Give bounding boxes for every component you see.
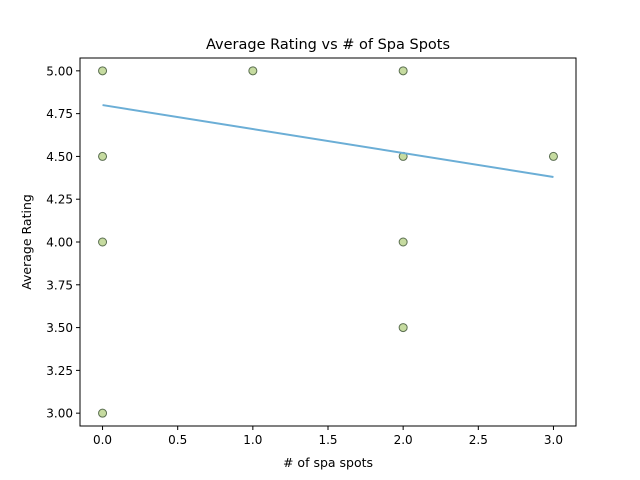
y-tick-label: 3.25 — [46, 364, 73, 378]
data-point — [98, 408, 108, 418]
y-tick-label: 3.00 — [46, 407, 73, 421]
x-tick-label: 0.0 — [93, 433, 112, 447]
data-point — [548, 151, 558, 161]
y-axis-label: Average Rating — [19, 194, 34, 290]
y-tick-label: 4.25 — [46, 193, 73, 207]
data-point — [398, 66, 408, 76]
x-tick-label: 1.5 — [318, 433, 337, 447]
y-tick-label: 3.75 — [46, 278, 73, 292]
x-axis-ticks: 0.0 0.5 1.0 1.5 2.0 2.5 3.0 — [93, 426, 563, 447]
data-point — [248, 66, 258, 76]
y-tick-label: 4.75 — [46, 107, 73, 121]
data-point — [98, 151, 108, 161]
chart-title: Average Rating vs # of Spa Spots — [206, 37, 450, 53]
y-axis-ticks: 3.00 3.25 3.50 3.75 4.00 4.25 4.50 4.75 5.00 — [46, 64, 80, 421]
data-point — [398, 237, 408, 247]
trend-line — [102, 104, 554, 178]
x-tick-label: 2.0 — [394, 433, 413, 447]
x-tick-label: 0.5 — [168, 433, 187, 447]
data-point — [98, 66, 108, 76]
x-axis-label: # of spa spots — [283, 455, 373, 470]
y-tick-label: 4.00 — [46, 236, 73, 250]
data-point — [98, 237, 108, 247]
data-point — [398, 323, 408, 333]
x-tick-label: 3.0 — [544, 433, 563, 447]
y-tick-label: 5.00 — [46, 64, 73, 78]
y-tick-label: 4.50 — [46, 150, 73, 164]
x-tick-label: 2.5 — [469, 433, 488, 447]
y-tick-label: 3.50 — [46, 321, 73, 335]
x-tick-label: 1.0 — [243, 433, 262, 447]
plot-area — [98, 66, 558, 418]
